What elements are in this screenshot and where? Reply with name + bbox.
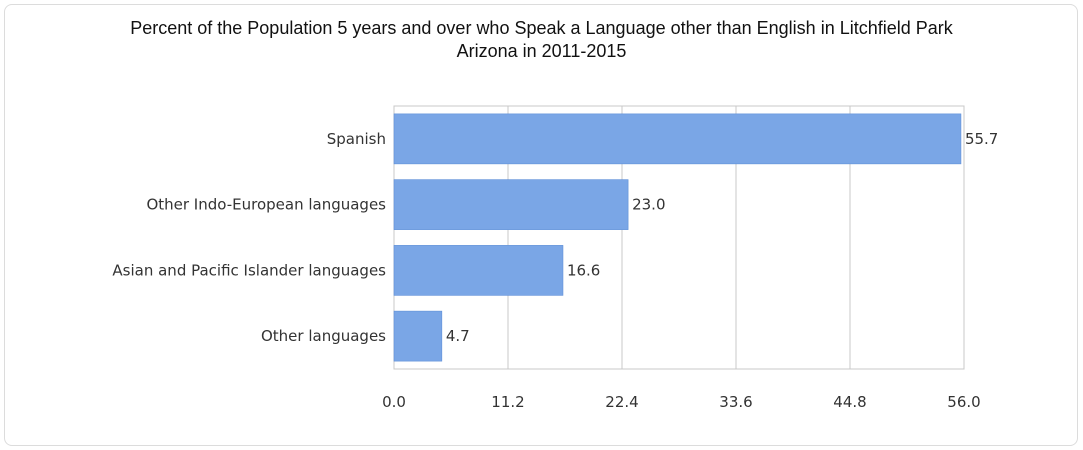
chart-title-line-2: Arizona in 2011-2015 (456, 41, 627, 61)
bar (393, 310, 443, 362)
x-tick-label: 11.2 (491, 393, 524, 411)
label-layer: 0.0 11.2 22.4 33.6 44.8 56.0 Spanish 55.7 Other … (112, 130, 998, 411)
x-tick-label: 56.0 (947, 393, 980, 411)
bar (393, 245, 564, 296)
bar (393, 179, 629, 230)
bar (393, 113, 962, 165)
x-tick-label: 22.4 (605, 393, 638, 411)
category-label: Spanish (327, 130, 386, 148)
x-tick-label: 33.6 (719, 393, 752, 411)
chart-title-line-1: Percent of the Population 5 years and ov… (130, 18, 953, 38)
x-tick-label: 0.0 (382, 393, 406, 411)
x-tick-label: 44.8 (833, 393, 866, 411)
chart-title: Percent of the Population 5 years and ov… (0, 17, 1083, 63)
value-label: 23.0 (632, 196, 665, 214)
value-label: 4.7 (446, 327, 470, 345)
category-label: Other languages (261, 327, 386, 345)
value-label: 55.7 (965, 130, 998, 148)
category-label: Other Indo-European languages (146, 196, 386, 214)
category-label: Asian and Pacific Islander languages (112, 261, 386, 279)
bar-layer (393, 113, 962, 362)
value-label: 16.6 (567, 261, 600, 279)
